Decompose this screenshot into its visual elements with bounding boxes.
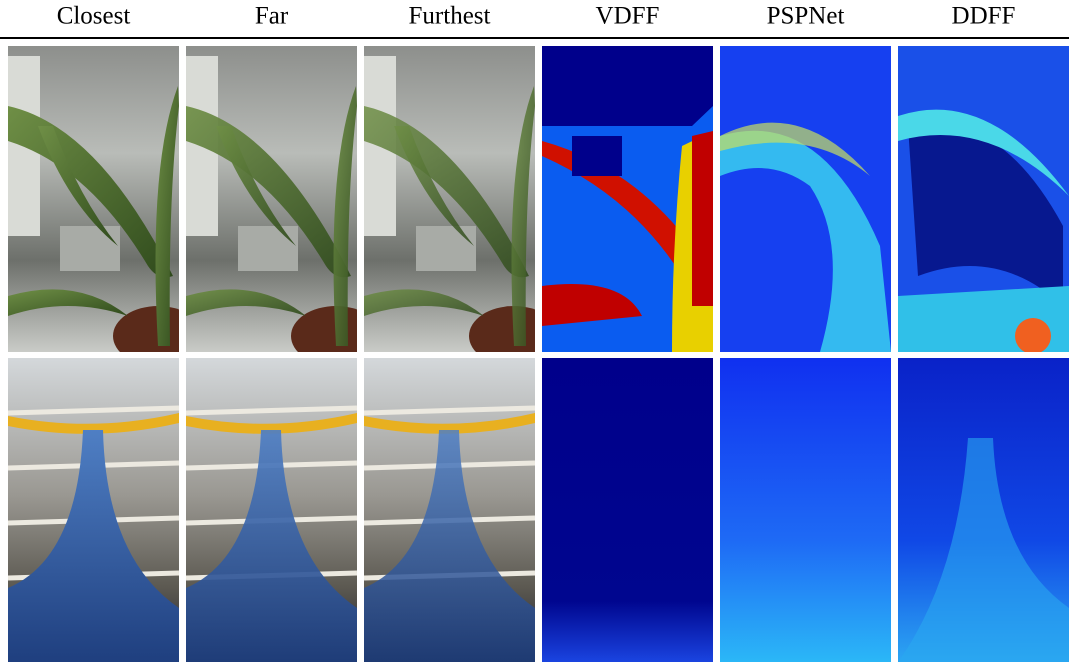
depth-map [720,46,891,352]
column-header: PSPNet [767,3,845,30]
column-header: DDFF [952,3,1016,30]
depth-map [898,358,1069,662]
column-header: Far [255,3,289,30]
depth-map [542,46,713,352]
column-header: VDFF [596,3,660,30]
depth-bg [720,358,891,662]
column-header: Furthest [409,3,491,30]
depth-map [720,358,891,662]
depth-bg [542,358,713,662]
depth-map [542,358,713,662]
photo [186,46,381,366]
figure: Closest Far Furthest VDFF PSPNet DDFF [0,0,1069,662]
photo [8,46,203,366]
device [416,226,476,271]
device [60,226,120,271]
photo [186,358,357,662]
column-header: Closest [57,3,131,30]
depth-region [572,136,622,176]
photo [364,358,535,662]
depth-region [692,131,713,306]
photo [364,46,559,366]
device [238,226,298,271]
depth-region [1015,318,1051,354]
depth-map [898,46,1069,354]
photo [8,358,179,662]
